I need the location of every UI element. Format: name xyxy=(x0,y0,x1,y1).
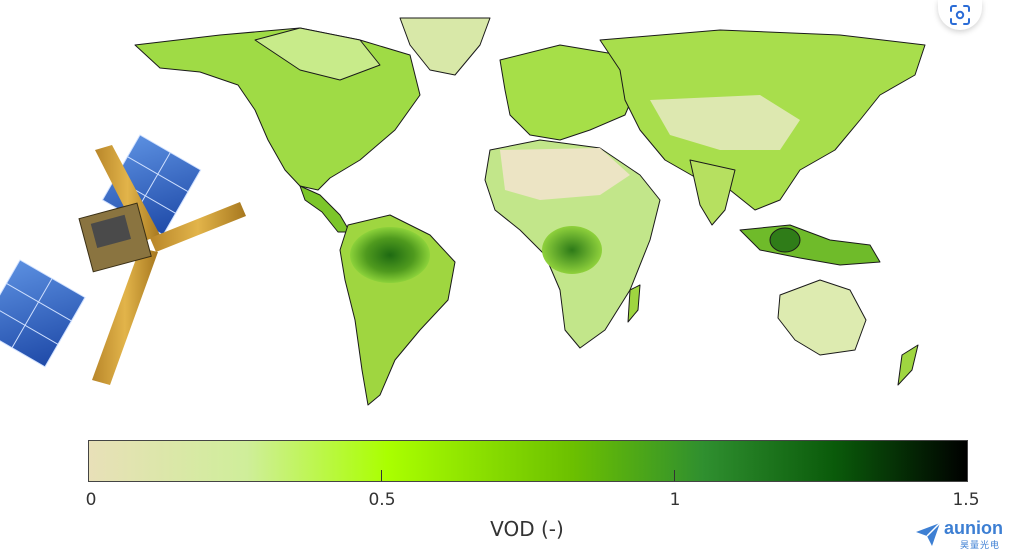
congo-basin xyxy=(542,226,602,274)
india xyxy=(689,159,736,226)
brand-logo: aunion 昊量光电 xyxy=(914,518,1020,552)
brand-subtitle: 昊量光电 xyxy=(960,540,1001,550)
colorbar-gradient xyxy=(88,440,968,482)
greenland xyxy=(399,17,491,76)
colorbar-axis-label: VOD (-) xyxy=(490,517,564,541)
scan-image-icon xyxy=(950,5,970,25)
central-america xyxy=(299,185,351,233)
boom-right xyxy=(150,202,246,252)
europe xyxy=(499,44,641,141)
amazon-basin xyxy=(350,227,430,283)
brand-name: aunion xyxy=(944,518,1003,538)
indonesia xyxy=(739,224,881,266)
colorbar-tick-label: 1.5 xyxy=(952,490,980,510)
colorbar-tick-label: 0.5 xyxy=(368,490,396,510)
world-vod-map xyxy=(134,17,926,406)
colorbar-tick-0.5 xyxy=(381,470,382,481)
madagascar xyxy=(627,284,641,323)
new-zealand xyxy=(897,344,919,386)
colorbar-tick-label: 1 xyxy=(669,490,681,510)
boom-lower xyxy=(92,248,158,385)
north-america-north xyxy=(254,27,381,81)
solar-panel-lower xyxy=(0,259,86,368)
borneo xyxy=(769,227,801,253)
sahara xyxy=(500,148,630,200)
boom-upper xyxy=(95,145,160,242)
colorbar xyxy=(88,440,968,482)
satellite-illustration xyxy=(0,134,246,385)
colorbar-tick-1 xyxy=(674,470,675,481)
paper-plane-icon xyxy=(916,522,941,546)
colorbar-tick-label: 0 xyxy=(85,490,97,510)
central-asia-dry xyxy=(650,95,800,150)
australia xyxy=(777,279,867,356)
